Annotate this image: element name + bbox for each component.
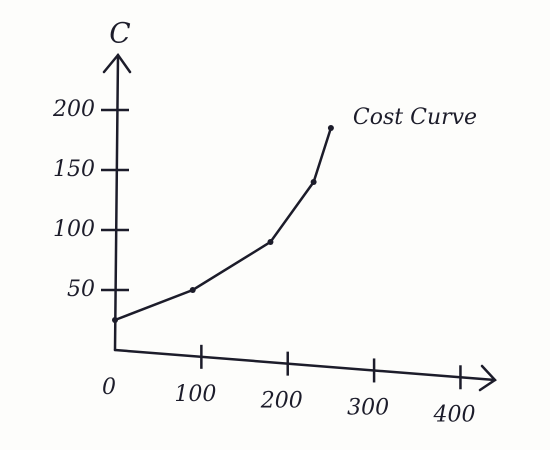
chart: C 50 100 150 200 0 100 200 300 400 Cost Curve [0,0,550,450]
x-tick-label: 100 [174,382,216,407]
cost-curve-line [115,128,331,320]
curve-point [190,287,196,293]
y-axis [115,55,118,350]
x-tick-label: 0 [102,375,116,400]
x-tick-label: 400 [432,402,475,427]
curve-point [112,317,118,323]
y-axis-label: C [109,17,130,50]
y-tick-label: 150 [53,157,95,182]
curve-point [267,239,273,245]
y-tick-label: 100 [53,217,95,242]
curve-point [328,125,334,131]
curve-point [311,179,317,185]
x-tick-label: 300 [347,395,389,420]
page: C 501001502000100200300400Cost Curve (()… [0,0,550,450]
y-tick-label: 200 [52,97,95,122]
x-tick-label: 200 [260,389,303,414]
y-tick-label: 50 [67,277,95,302]
curve-label: Cost Curve [353,105,477,130]
x-axis [115,350,495,380]
